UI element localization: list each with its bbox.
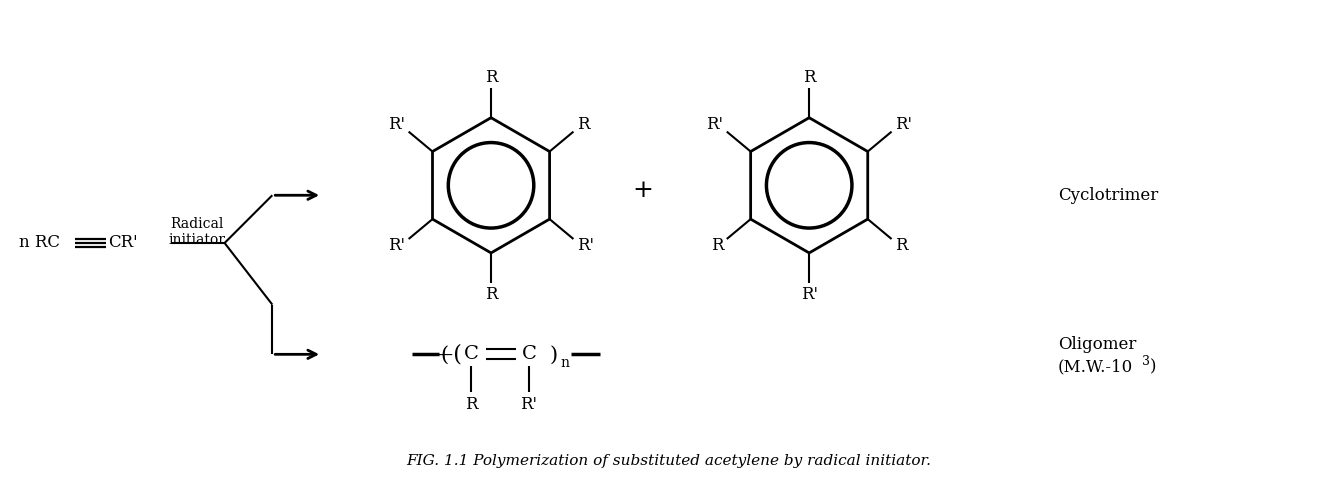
Text: C: C — [463, 345, 478, 364]
Text: (M.W.-10: (M.W.-10 — [1058, 359, 1133, 376]
Text: R': R' — [521, 396, 537, 412]
Text: R': R' — [801, 286, 818, 303]
Text: (: ( — [441, 346, 449, 365]
Text: ): ) — [1150, 359, 1157, 376]
Text: n: n — [560, 356, 569, 370]
Text: C: C — [521, 345, 536, 364]
Text: R': R' — [894, 116, 912, 133]
Text: Cyclotrimer: Cyclotrimer — [1058, 187, 1158, 204]
Text: R': R' — [577, 238, 595, 254]
Text: —: — — [422, 345, 439, 364]
Text: Radical: Radical — [170, 217, 224, 231]
Text: R: R — [465, 396, 478, 412]
Text: —(: —( — [431, 343, 462, 365]
Text: R: R — [485, 69, 497, 86]
Text: +: + — [633, 179, 653, 202]
Text: initiator: initiator — [169, 233, 225, 247]
Text: R': R' — [388, 238, 406, 254]
Text: R': R' — [388, 116, 406, 133]
Text: FIG. 1.1 Polymerization of substituted acetylene by radical initiator.: FIG. 1.1 Polymerization of substituted a… — [407, 454, 932, 468]
Text: R: R — [711, 238, 723, 254]
Text: R: R — [577, 116, 589, 133]
Text: n RC: n RC — [19, 235, 60, 251]
Text: R': R' — [707, 116, 723, 133]
Text: R: R — [896, 238, 908, 254]
Text: 3: 3 — [1142, 355, 1150, 368]
Text: Oligomer: Oligomer — [1058, 336, 1135, 353]
Text: R: R — [803, 69, 815, 86]
Text: ): ) — [549, 346, 558, 365]
Text: CR': CR' — [108, 235, 138, 251]
Text: R: R — [485, 286, 497, 303]
